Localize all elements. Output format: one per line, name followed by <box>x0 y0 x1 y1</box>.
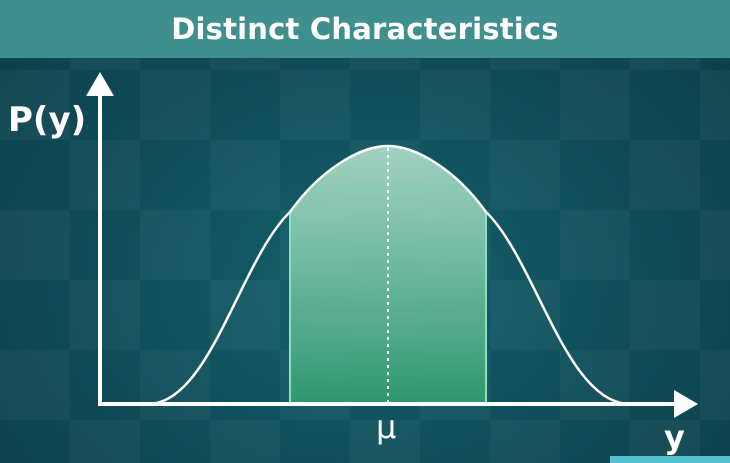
mean-label: μ <box>376 408 397 446</box>
bell-curve <box>147 144 631 406</box>
x-axis-arrow-icon <box>674 390 698 418</box>
progress-strip <box>610 456 730 463</box>
y-axis-label: P(y) <box>8 100 87 140</box>
title-bar: Distinct Characteristics <box>0 0 730 58</box>
x-axis-label: y <box>664 418 685 456</box>
y-axis-arrow-icon <box>86 72 114 96</box>
slide-title: Distinct Characteristics <box>171 12 559 46</box>
